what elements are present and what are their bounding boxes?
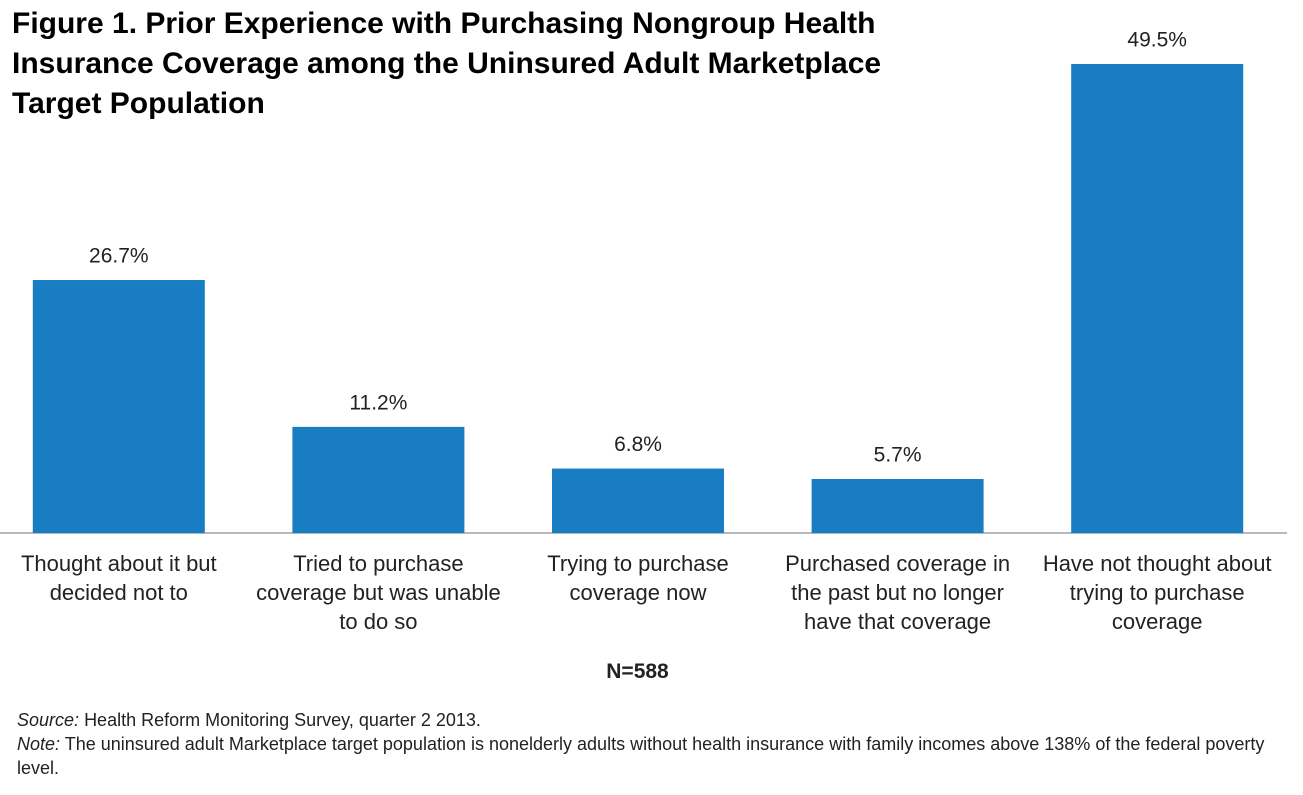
- bar: [1071, 64, 1244, 533]
- x-tick-label: Thought about it but decided not to: [20, 551, 217, 605]
- x-tick-label: Have not thought about trying to purchas…: [1042, 551, 1272, 634]
- source-text: Health Reform Monitoring Survey, quarter…: [84, 710, 481, 730]
- bar: [32, 280, 205, 533]
- x-tick-label: Tried to purchase coverage but was unabl…: [256, 551, 501, 634]
- note: Note: The uninsured adult Marketplace ta…: [17, 732, 1287, 780]
- bar: [552, 468, 724, 533]
- bar: [292, 426, 465, 533]
- footnote: Source: Health Reform Monitoring Survey,…: [17, 708, 1287, 780]
- value-label: 6.8%: [614, 433, 662, 456]
- value-label: 26.7%: [89, 245, 149, 268]
- annotation: N=588: [606, 660, 669, 683]
- value-label: 11.2%: [349, 391, 407, 414]
- source: Source: Health Reform Monitoring Survey,…: [17, 708, 1287, 732]
- value-label: 49.5%: [1127, 29, 1187, 52]
- x-tick-label: Trying to purchase coverage now: [547, 551, 729, 605]
- note-text: The uninsured adult Marketplace target p…: [17, 734, 1265, 778]
- note-label: Note:: [17, 734, 61, 754]
- source-label: Source:: [17, 710, 80, 730]
- bar: [811, 478, 984, 533]
- x-tick-label: Purchased coverage in the past but no lo…: [785, 551, 1011, 634]
- chart-title: Figure 1. Prior Experience with Purchasi…: [12, 7, 882, 120]
- value-label: 5.7%: [874, 444, 922, 467]
